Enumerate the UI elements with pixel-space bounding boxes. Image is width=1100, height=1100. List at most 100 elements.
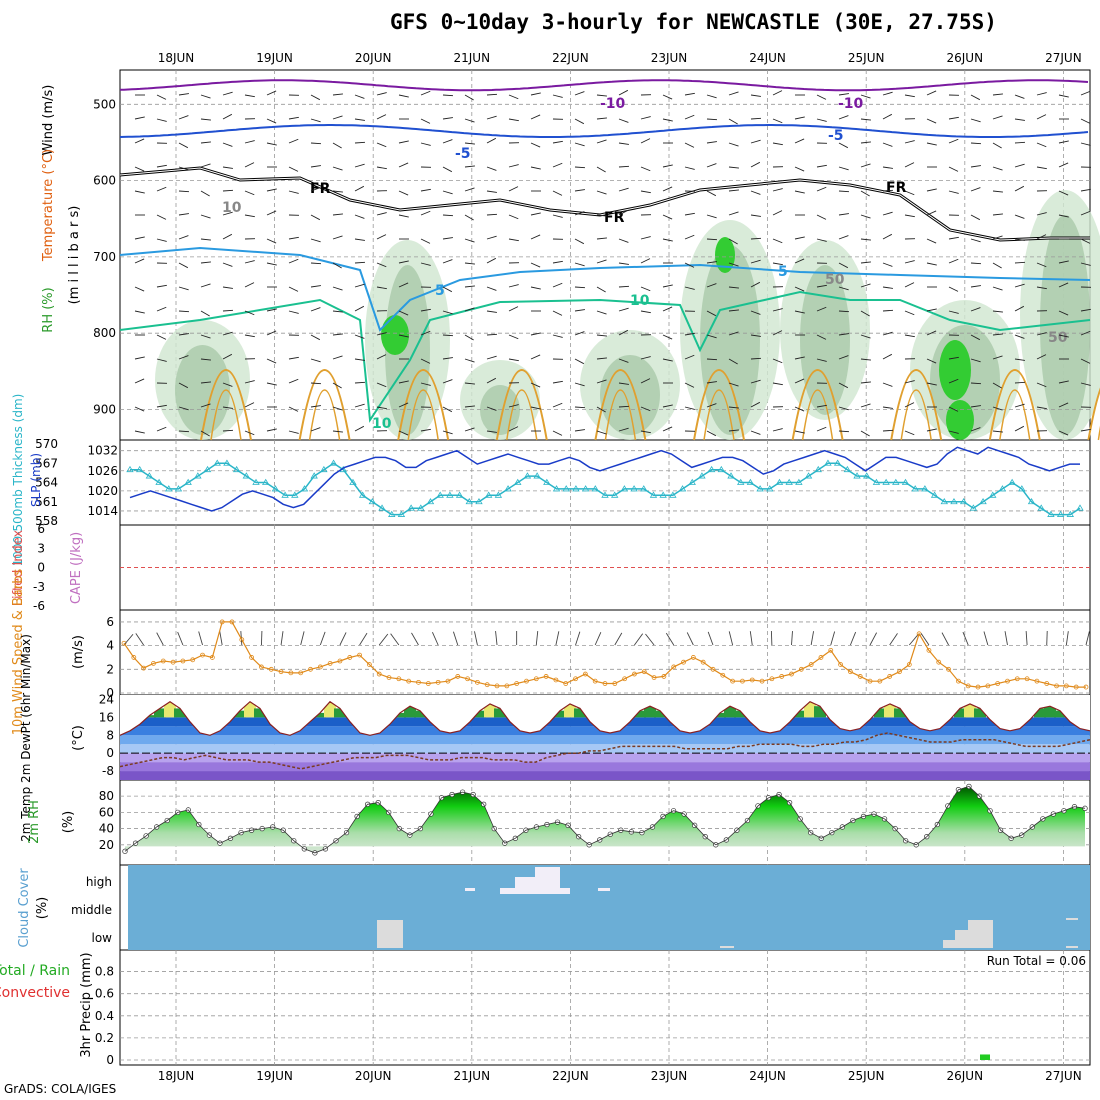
- wind-barb: [332, 355, 343, 360]
- wind-barb: [332, 166, 343, 171]
- wind-barb: [970, 405, 981, 408]
- wind-barb: [662, 334, 673, 340]
- wind-barb: [970, 427, 981, 432]
- wind-barb: [904, 402, 915, 408]
- temp-band: [120, 762, 1090, 772]
- wind-barb: [464, 262, 475, 265]
- wind-barb: [849, 631, 857, 646]
- wind-barb: [310, 382, 322, 385]
- wind-barb: [596, 334, 607, 337]
- wind-barb: [574, 286, 586, 289]
- wind-barb: [706, 334, 717, 339]
- wind-barb: [926, 210, 937, 216]
- wind-barb: [530, 262, 541, 268]
- wind-barb: [684, 406, 695, 410]
- wind-barb: [508, 358, 519, 362]
- wind-barb: [882, 113, 893, 120]
- wind-barb: [376, 332, 387, 336]
- wind-barb: [596, 139, 607, 144]
- temp-tick: 16: [99, 710, 114, 724]
- temp-mask: [120, 695, 1090, 736]
- wind-point: [681, 659, 686, 665]
- wind-barb: [219, 631, 223, 646]
- wind-barb: [596, 430, 607, 435]
- wind-barb: [1080, 210, 1091, 216]
- temp-peak-fill: [254, 708, 266, 718]
- wind-barb: [662, 164, 673, 168]
- wind-barb: [486, 115, 497, 120]
- wind-barb: [376, 382, 387, 388]
- wind-barb: [354, 334, 365, 339]
- wind-barb: [310, 427, 321, 432]
- wind-barb: [574, 406, 586, 409]
- wind-barb: [156, 214, 167, 220]
- wind-barb: [1014, 403, 1025, 408]
- wind-barb: [486, 235, 497, 240]
- wind-barb: [750, 430, 761, 435]
- wind-barb: [794, 138, 805, 144]
- bottom-day-label: 25JUN: [848, 1069, 885, 1083]
- wind-barb: [926, 238, 937, 244]
- contour-warm: [693, 369, 745, 441]
- wind-barb: [684, 114, 695, 120]
- wind-barb: [508, 334, 519, 340]
- wind-barb: [772, 382, 783, 386]
- wind-barb: [1036, 234, 1047, 240]
- wind-point: [690, 655, 696, 660]
- wind-barb: [816, 404, 827, 408]
- contour-warm: [594, 369, 647, 441]
- temp-band: [120, 753, 1090, 763]
- wind-barb: [706, 190, 717, 197]
- wind-barb: [200, 118, 211, 121]
- wind-barb: [1058, 94, 1069, 98]
- bottom-day-label: 19JUN: [256, 1069, 293, 1083]
- wind-barb: [1014, 425, 1025, 432]
- wind-barb: [574, 118, 585, 125]
- temp-peak-fill: [724, 706, 736, 718]
- wind-point: [671, 664, 677, 670]
- wind-barb: [574, 262, 585, 267]
- contour-warm: [210, 389, 242, 441]
- wind-barb: [948, 430, 959, 434]
- wind-barb: [596, 259, 607, 264]
- wind-barb: [882, 429, 894, 432]
- wind-barb: [926, 90, 937, 96]
- contour-warm: [703, 389, 735, 441]
- wind-barb: [662, 358, 673, 362]
- contour-label: FR: [886, 180, 907, 196]
- wind-barb: [750, 379, 761, 384]
- wind-barb: [596, 190, 607, 195]
- wind-barb: [750, 310, 761, 315]
- wind-barb: [1036, 142, 1047, 148]
- wind-barb: [300, 631, 305, 646]
- wind-barb: [970, 142, 982, 145]
- rh-tick: 60: [99, 805, 114, 819]
- wind-barb: [178, 93, 189, 96]
- wind-barb: [706, 430, 717, 437]
- wind-barb: [645, 633, 655, 646]
- wind-barb: [983, 631, 989, 646]
- wind-barb: [156, 426, 167, 432]
- wind-point: [828, 647, 834, 653]
- wind-barb: [332, 235, 343, 240]
- wind-barb: [1036, 406, 1047, 410]
- rh-area: [125, 786, 1085, 853]
- wind-barb: [869, 632, 878, 646]
- wind-barb: [398, 402, 409, 408]
- contour-label: -5: [455, 146, 471, 162]
- wind-barb: [860, 214, 871, 219]
- wind-barb: [750, 334, 761, 337]
- wind-barb: [288, 378, 299, 384]
- temp-ylabel: 2m Temp 2m DewPt (6hr Min/Max): [19, 634, 33, 842]
- temp-peak-fill: [404, 706, 416, 718]
- wind-barb: [266, 308, 277, 312]
- wind-barb: [486, 190, 497, 193]
- wind-barb: [222, 166, 233, 169]
- wind-barb: [750, 357, 762, 360]
- wind-barb: [618, 89, 629, 96]
- slp-tick: 1020: [87, 484, 118, 498]
- rh-shade: [1040, 215, 1090, 435]
- wind-barb: [662, 238, 673, 242]
- wind-barb: [860, 94, 871, 99]
- wind-barb: [310, 238, 321, 243]
